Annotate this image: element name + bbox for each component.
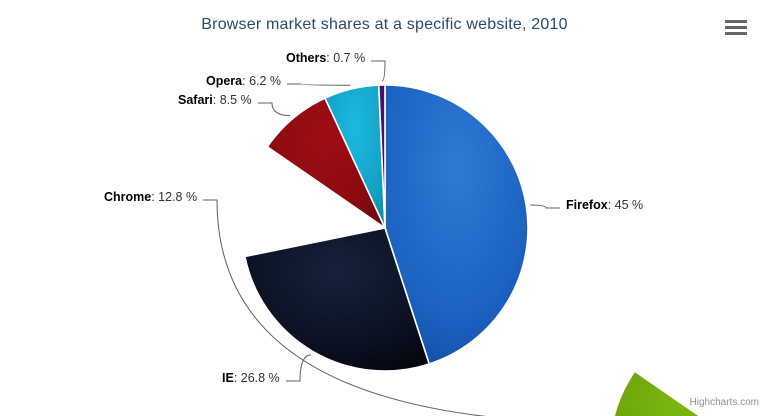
hamburger-menu-icon-bar bbox=[725, 32, 747, 35]
pie-label-name: Firefox bbox=[566, 198, 608, 212]
hamburger-menu-icon-bar bbox=[725, 20, 747, 23]
pie-label-opera: Opera: 6.2 % bbox=[206, 74, 281, 88]
connector-others bbox=[371, 60, 386, 82]
pie-label-chrome: Chrome: 12.8 % bbox=[104, 190, 197, 204]
connector-firefox bbox=[530, 204, 560, 209]
connector-safari bbox=[258, 102, 291, 117]
pie-slice-chrome[interactable] bbox=[609, 370, 752, 416]
pie-label-name: IE bbox=[222, 371, 234, 385]
export-menu-button[interactable] bbox=[723, 17, 749, 39]
pie-slice-ie[interactable] bbox=[243, 227, 431, 372]
pie-label-name: Chrome bbox=[104, 190, 152, 204]
pie-label-name: Others bbox=[286, 51, 327, 65]
pie-label-value: : 45 % bbox=[607, 198, 644, 212]
credits-link[interactable]: Highcharts.com bbox=[689, 397, 759, 408]
chart-title: Browser market shares at a specific webs… bbox=[201, 16, 568, 33]
connector-ie bbox=[286, 354, 311, 382]
pie-label-name: Opera bbox=[206, 74, 243, 88]
pie-label-ie: IE: 26.8 % bbox=[222, 371, 280, 385]
pie-slice-firefox[interactable] bbox=[384, 84, 529, 366]
pie-slices bbox=[243, 84, 752, 416]
pie-label-connectors bbox=[203, 60, 560, 416]
pie-label-value: : 0.7 % bbox=[326, 51, 366, 65]
hamburger-menu-icon-bar bbox=[725, 26, 747, 29]
connector-opera bbox=[287, 83, 351, 86]
pie-label-value: : 6.2 % bbox=[242, 74, 282, 88]
pie-label-safari: Safari: 8.5 % bbox=[178, 93, 252, 107]
pie-label-name: Safari bbox=[178, 93, 213, 107]
pie-label-value: : 8.5 % bbox=[212, 93, 252, 107]
pie-label-others: Others: 0.7 % bbox=[286, 51, 365, 65]
pie-label-firefox: Firefox: 45 % bbox=[566, 198, 643, 212]
connector-chrome bbox=[203, 199, 487, 416]
pie-slice-others[interactable] bbox=[377, 84, 386, 229]
pie-label-value: : 26.8 % bbox=[233, 371, 280, 385]
pie-label-value: : 12.8 % bbox=[151, 190, 198, 204]
